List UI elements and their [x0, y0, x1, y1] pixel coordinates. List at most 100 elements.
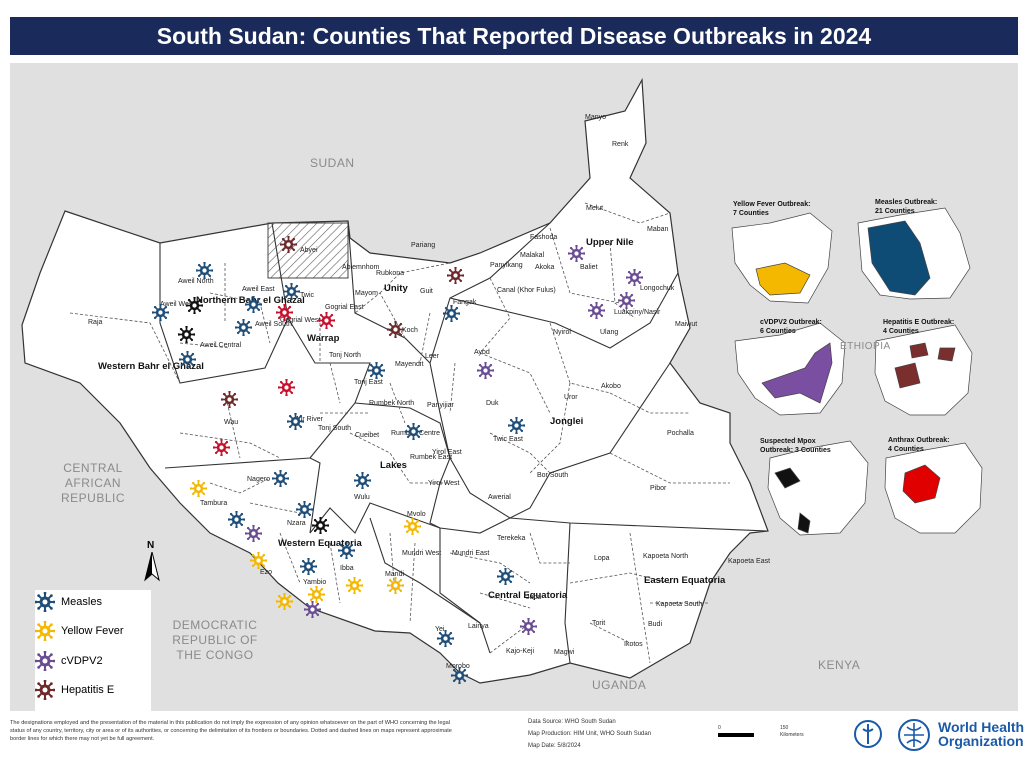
outbreak-marker-icon — [568, 245, 585, 262]
county-label: Pibor — [650, 485, 667, 492]
virus-icon — [35, 680, 55, 700]
county-label: Ayod — [474, 349, 490, 356]
outbreak-marker-icon — [387, 577, 404, 594]
state-label-central-equatoria: Central Equatoria — [488, 590, 568, 601]
county-label: Fangak — [453, 299, 477, 306]
county-label: Luakpiny/Nasir — [614, 309, 661, 316]
inset-cvdpv2-fill — [761, 342, 833, 404]
inset-title-line: Suspected Mpox — [760, 438, 816, 445]
inset-yellow-fever-fill — [755, 262, 811, 296]
outbreak-marker-icon — [618, 292, 635, 309]
outbreak-marker-icon — [272, 470, 289, 487]
county-label: Kajo-Keji — [506, 648, 535, 655]
outbreak-marker-icon — [278, 379, 295, 396]
south-sudan-outline — [21, 77, 769, 684]
inset-title-cvdpv2: cVDPV2 Outbreak: 6 Counties — [760, 318, 822, 336]
inset-title-anthrax: Anthrax Outbreak: 4 Counties — [888, 436, 949, 454]
outbreak-marker-icon — [276, 593, 293, 610]
country-label-drc-line2: REPUBLIC OF — [172, 633, 258, 647]
county-label: Melut — [586, 205, 604, 212]
country-label-uganda: UGANDA — [592, 678, 647, 692]
county-label: Twic — [300, 292, 314, 299]
outbreak-marker-icon — [296, 501, 313, 518]
outbreak-marker-icon — [368, 362, 385, 379]
county-label: Gogrial East — [325, 304, 364, 311]
outbreak-marker-icon — [304, 601, 321, 618]
inset-title-hepatitis-e: Hepatitis E Outbreak: 4 Counties — [883, 318, 954, 336]
county-label: Aweil Central — [200, 342, 242, 349]
north-label: N — [147, 540, 155, 551]
county-label: Abiemnhom — [342, 264, 380, 271]
county-label: Guit — [420, 288, 433, 295]
county-label: Lopa — [594, 555, 610, 562]
state-label-upper-nile: Upper Nile — [586, 237, 634, 248]
county-label: Tambura — [200, 500, 228, 507]
outbreak-marker-icon — [477, 362, 494, 379]
county-label: Manyo — [585, 114, 607, 121]
outbreak-marker-icon — [245, 296, 262, 313]
state-label-western-bahr-el-ghazal: Western Bahr el Ghazal — [98, 361, 204, 372]
inset-title-line: Anthrax Outbreak: — [888, 437, 950, 444]
outbreak-marker-icon — [346, 577, 363, 594]
country-label-drc-line3: THE CONGO — [176, 648, 254, 662]
outbreak-marker-icon — [354, 472, 371, 489]
county-label: Mvolo — [407, 511, 426, 518]
county-label: Yirol East — [432, 449, 462, 456]
county-label: Yirol West — [428, 480, 460, 487]
state-label-lakes: Lakes — [380, 460, 407, 471]
map-frame: SUDAN CENTRAL AFRICAN REPUBLIC DEMOCRATI… — [10, 63, 1018, 711]
legend-item: Measles — [35, 592, 102, 612]
county-label: Yei — [435, 626, 445, 633]
county-label: Panyikang — [490, 262, 523, 269]
inset-mpox-map — [767, 440, 869, 536]
inset-title-line: 4 Counties — [888, 446, 924, 453]
outbreak-marker-icon — [318, 312, 335, 329]
country-label-car-line3: REPUBLIC — [60, 491, 126, 505]
county-label: Mundri East — [452, 550, 490, 557]
county-label: Uror — [564, 394, 578, 401]
inset-mpox-fill — [774, 467, 811, 534]
county-label: Longochuk — [640, 285, 675, 292]
map-source-info: Data Source: WHO South Sudan Map Product… — [528, 716, 651, 752]
outbreak-marker-icon — [228, 511, 245, 528]
outbreak-marker-icon — [287, 413, 304, 430]
outbreak-marker-icon — [186, 297, 203, 314]
county-label: Maridi — [385, 571, 405, 578]
country-label-sudan: SUDAN — [310, 156, 355, 170]
legend-label: Hepatitis E — [61, 684, 115, 696]
county-label: Maban — [647, 226, 669, 233]
county-label: Aweil East — [242, 286, 275, 293]
scale-bar — [718, 733, 754, 737]
map-date: Map Date: 5/8/2024 — [528, 743, 581, 749]
country-label-car-line1: CENTRAL — [63, 461, 123, 475]
county-label: Twic East — [493, 436, 523, 443]
county-label: Morobo — [446, 663, 470, 670]
county-label: Ezo — [260, 569, 273, 576]
inset-title-yellow-fever: Yellow Fever Outbreak: 7 Counties — [733, 200, 810, 218]
county-label: Pariang — [411, 242, 436, 249]
map-title: South Sudan: Counties That Reported Dise… — [10, 17, 1018, 55]
outbreak-marker-icon — [443, 305, 460, 322]
county-label: Bor South — [537, 472, 569, 479]
county-label: Gogrial West — [280, 317, 321, 324]
county-label: Aweil South — [255, 321, 292, 328]
south-sudan-emblem-icon — [854, 720, 882, 748]
county-label: Duk — [486, 400, 499, 407]
state-label-eastern-equatoria: Eastern Equatoria — [644, 575, 726, 586]
abyei-hatched-area — [267, 222, 349, 279]
county-label: Mayom — [355, 290, 378, 297]
who-name-line2: Organization — [938, 733, 1024, 749]
county-label: Cueibet — [355, 432, 380, 439]
outbreak-marker-icon — [283, 283, 300, 300]
county-label: Canal (Khor Fulus) — [497, 287, 556, 294]
county-label: Yambio — [303, 579, 327, 586]
county-label: Magwi — [554, 649, 575, 656]
county-label: Nzara — [287, 520, 306, 527]
virus-icon — [35, 592, 55, 612]
county-label: Aweil North — [178, 278, 214, 285]
legend-item: Hepatitis E — [35, 680, 114, 700]
state-label-western-equatoria: Western Equatoria — [278, 538, 362, 549]
outbreak-marker-icon — [178, 326, 195, 343]
outbreak-marker-icon — [190, 480, 207, 497]
state-boundaries — [159, 220, 769, 664]
